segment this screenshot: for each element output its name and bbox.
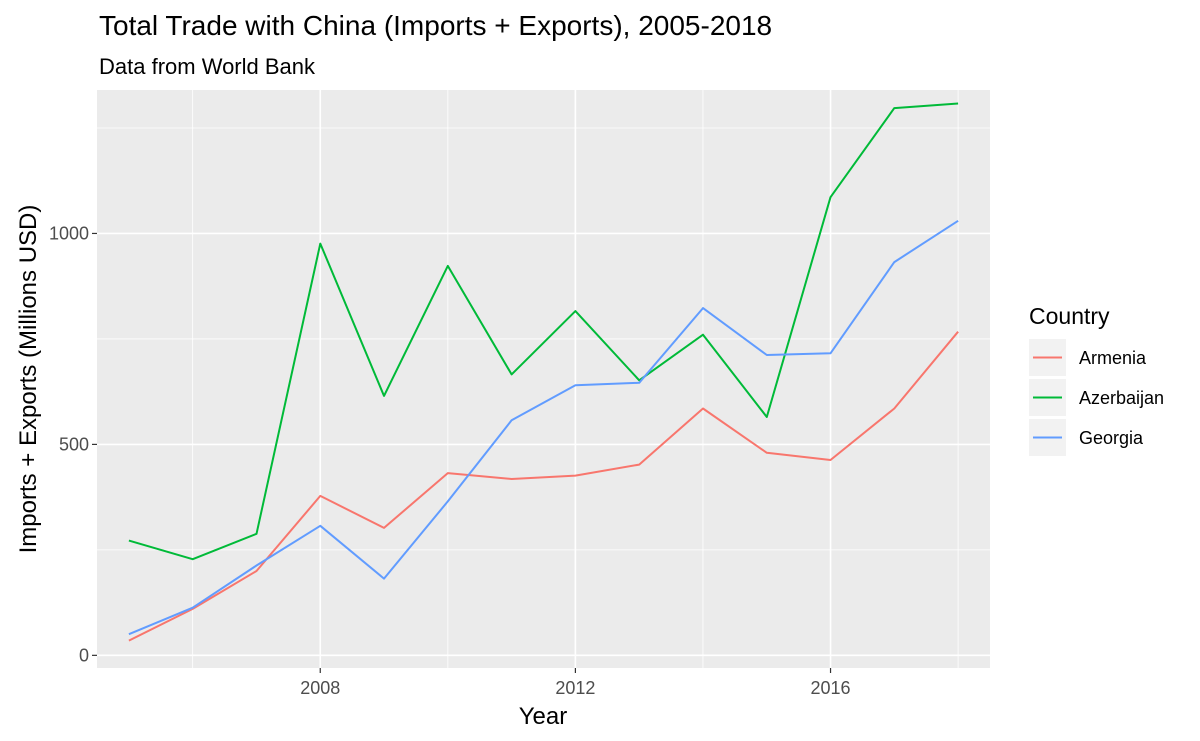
x-tick-labels: 2008 2012 2016 (300, 678, 850, 698)
y-tick-label: 1000 (49, 223, 89, 243)
y-tick-label: 500 (59, 434, 89, 454)
major-gridlines (97, 90, 990, 668)
x-tick-label: 2012 (555, 678, 595, 698)
y-tick-labels: 0 500 1000 (49, 223, 89, 665)
x-axis-title: Year (519, 703, 568, 730)
legend-label-azerbaijan: Azerbaijan (1079, 388, 1164, 408)
series-lines (128, 102, 959, 642)
legend: Country Armenia Azerbaijan Georgia (1029, 303, 1164, 456)
legend-label-georgia: Georgia (1079, 428, 1144, 448)
chart-title: Total Trade with China (Imports + Export… (99, 10, 772, 41)
chart-subtitle: Data from World Bank (99, 54, 316, 79)
legend-title: Country (1029, 303, 1110, 329)
x-tick-label: 2016 (811, 678, 851, 698)
y-axis-title: Imports + Exports (Millions USD) (15, 205, 42, 554)
series-line-azerbaijan (128, 102, 959, 561)
axis-ticks (92, 232, 832, 673)
x-tick-label: 2008 (300, 678, 340, 698)
series-line-georgia (128, 219, 959, 636)
y-tick-label: 0 (79, 645, 89, 665)
legend-label-armenia: Armenia (1079, 348, 1147, 368)
